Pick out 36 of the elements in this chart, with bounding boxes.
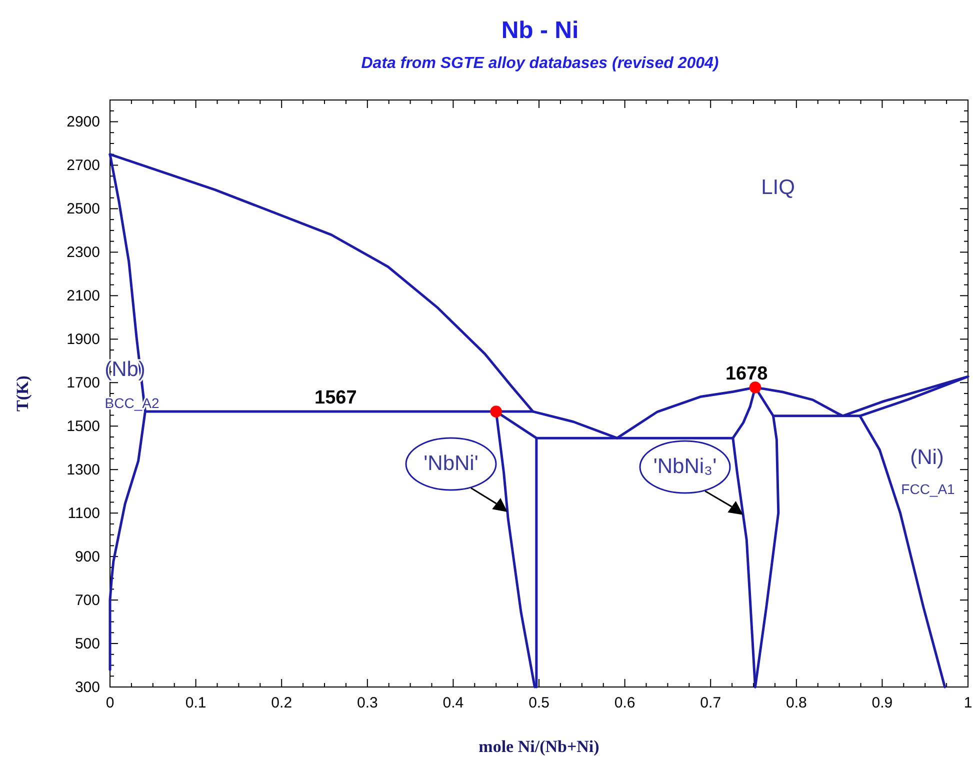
chart-subtitle: Data from SGTE alloy databases (revised 2004) [361, 55, 719, 72]
y-tick-label: 1700 [66, 374, 100, 392]
y-tick-label: 900 [74, 548, 100, 566]
annotation: LIQ [761, 176, 795, 199]
x-tick-label: 1 [964, 694, 972, 712]
y-tick-label: 1900 [66, 330, 100, 348]
x-tick-label: 0.6 [614, 694, 636, 712]
x-tick-label: 0.2 [271, 694, 292, 712]
x-tick-label: 0.4 [442, 694, 464, 712]
annotation: 'NbNi₃' [653, 454, 717, 478]
x-axis-title: mole Ni/(Nb+Ni) [478, 737, 600, 756]
y-tick-label: 2300 [66, 244, 100, 261]
y-tick-label: 1500 [66, 418, 100, 435]
x-tick-label: 0.3 [356, 694, 378, 712]
x-tick-label: 0.9 [872, 694, 893, 712]
x-tick-label: 0.8 [786, 694, 807, 712]
y-tick-label: 700 [74, 592, 100, 609]
y-tick-label: 1100 [68, 504, 100, 522]
annotation: 'NbNi' [424, 452, 478, 475]
y-tick-label: 300 [74, 678, 100, 696]
y-tick-label: 500 [74, 635, 100, 652]
y-tick-label: 2900 [66, 114, 100, 131]
x-tick-label: 0.5 [528, 694, 550, 712]
y-tick-label: 2100 [66, 287, 100, 304]
annotation: FCC_A1 [901, 480, 956, 497]
y-tick-label: 2700 [66, 157, 100, 174]
annotation: (Ni) [910, 446, 944, 469]
annotation: 1567 [314, 388, 357, 409]
y-tick-label: 1300 [66, 461, 100, 478]
x-tick-label: 0 [106, 694, 114, 712]
annotation: 1678 [725, 363, 768, 384]
y-axis-title: T(K) [13, 376, 32, 412]
x-tick-label: 0.7 [700, 694, 722, 712]
x-tick-label: 0.1 [185, 694, 206, 712]
y-tick-label: 2500 [66, 200, 100, 218]
chart-title: Nb - Ni [501, 17, 579, 44]
